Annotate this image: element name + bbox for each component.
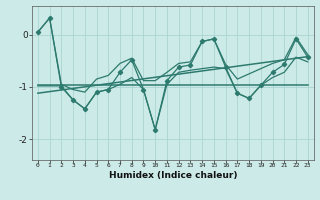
X-axis label: Humidex (Indice chaleur): Humidex (Indice chaleur) bbox=[108, 171, 237, 180]
